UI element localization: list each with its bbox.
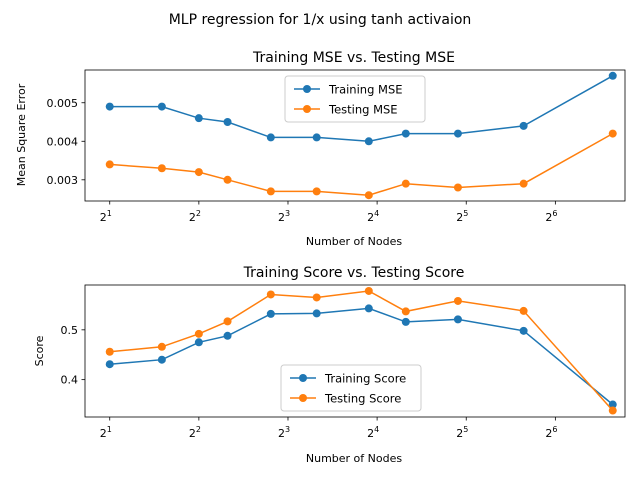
score-series-1-point bbox=[364, 286, 373, 295]
score-y-tick-label: 0.5 bbox=[61, 324, 79, 337]
mse-x-tick-label: 22 bbox=[189, 209, 201, 224]
mse-series-1-point bbox=[157, 164, 166, 173]
score-axes-frame bbox=[84, 284, 626, 418]
mse-legend: Training MSE Testing MSE bbox=[284, 75, 426, 123]
mse-series-0-point bbox=[453, 129, 462, 138]
mse-series-0-point bbox=[105, 102, 114, 111]
mse-series-0-point bbox=[194, 114, 203, 123]
mse-series-1-point bbox=[401, 179, 410, 188]
score-series-0-point bbox=[266, 309, 275, 318]
score-legend-box bbox=[280, 364, 422, 412]
score-series-0-point bbox=[312, 309, 321, 318]
mse-chart-ylabel: Mean Square Error bbox=[15, 83, 28, 186]
score-legend-marker bbox=[299, 394, 307, 402]
score-legend-label: Testing Score bbox=[324, 392, 401, 406]
mse-y-tick-label: 0.005 bbox=[47, 97, 79, 110]
score-series-0-point bbox=[453, 315, 462, 324]
score-series-0-point bbox=[105, 360, 114, 369]
score-series-1-point bbox=[519, 306, 528, 315]
score-series-1-point bbox=[223, 317, 232, 326]
mse-chart-xlabel: Number of Nodes bbox=[306, 235, 402, 248]
mse-y-tick-label: 0.004 bbox=[47, 135, 79, 148]
score-series-1-point bbox=[194, 329, 203, 338]
score-series-0-point bbox=[519, 326, 528, 335]
score-chart-ylabel: Score bbox=[33, 335, 46, 366]
mse-legend-marker bbox=[303, 85, 311, 93]
score-series-0-point bbox=[608, 400, 617, 409]
score-series-1-point bbox=[401, 307, 410, 316]
score-series-1-point bbox=[266, 290, 275, 299]
mse-x-tick-label: 25 bbox=[456, 209, 468, 224]
mse-legend-label: Training MSE bbox=[328, 83, 403, 97]
mse-series-0-point bbox=[312, 133, 321, 142]
mse-series-line-1 bbox=[109, 132, 614, 196]
mse-legend-label: Testing MSE bbox=[328, 103, 398, 117]
score-y-tick-label: 0.4 bbox=[61, 374, 79, 387]
mse-series-1-point bbox=[453, 183, 462, 192]
mse-legend-box bbox=[284, 75, 426, 123]
mse-series-1-point bbox=[312, 187, 321, 196]
mse-x-tick-label: 24 bbox=[367, 209, 379, 224]
score-series-0-point bbox=[401, 317, 410, 326]
mse-series-0-point bbox=[157, 102, 166, 111]
mse-legend-marker bbox=[303, 105, 311, 113]
score-chart: Training Score vs. Testing Score Number … bbox=[33, 265, 626, 465]
score-x-tick-label: 23 bbox=[278, 425, 290, 440]
score-x-tick-label: 24 bbox=[367, 425, 379, 440]
score-x-tick-label: 26 bbox=[545, 425, 557, 440]
mse-series-1-point bbox=[223, 175, 232, 184]
score-x-tick-label: 21 bbox=[100, 425, 112, 440]
score-series-0-point bbox=[223, 331, 232, 340]
mse-series-1-point bbox=[519, 179, 528, 188]
score-x-tick-label: 25 bbox=[456, 425, 468, 440]
figure-suptitle: MLP regression for 1/x using tanh activa… bbox=[169, 12, 472, 28]
score-legend: Training Score Testing Score bbox=[280, 364, 422, 412]
score-legend-marker bbox=[299, 374, 307, 382]
mse-series-0-point bbox=[223, 118, 232, 127]
score-series-1-point bbox=[157, 342, 166, 351]
mse-series-1-point bbox=[266, 187, 275, 196]
score-legend-label: Training Score bbox=[324, 372, 406, 386]
score-chart-xlabel: Number of Nodes bbox=[306, 452, 402, 465]
mse-series-1-point bbox=[194, 168, 203, 177]
score-series-1-point bbox=[608, 406, 617, 415]
mse-x-tick-label: 21 bbox=[100, 209, 112, 224]
mse-series-0-point bbox=[519, 121, 528, 130]
mse-series-0-point bbox=[608, 71, 617, 80]
score-x-tick-label: 22 bbox=[189, 425, 201, 440]
score-chart-title: Training Score vs. Testing Score bbox=[243, 265, 465, 281]
mse-x-tick-label: 23 bbox=[278, 209, 290, 224]
score-series-1-point bbox=[312, 293, 321, 302]
score-series-1-point bbox=[453, 296, 462, 305]
mse-series-0-point bbox=[364, 137, 373, 146]
mse-chart: Training MSE vs. Testing MSE Number of N… bbox=[15, 50, 626, 248]
mse-series-1-point bbox=[105, 160, 114, 169]
mse-series-0-point bbox=[266, 133, 275, 142]
mse-series-1-point bbox=[608, 129, 617, 138]
score-series-0-point bbox=[194, 338, 203, 347]
mse-y-tick-label: 0.003 bbox=[47, 174, 79, 187]
mse-series-0-point bbox=[401, 129, 410, 138]
score-series-0-point bbox=[157, 355, 166, 364]
score-series-0-point bbox=[364, 304, 373, 313]
score-series-1-point bbox=[105, 347, 114, 356]
mse-x-tick-label: 26 bbox=[545, 209, 557, 224]
mse-series-1-point bbox=[364, 191, 373, 200]
mse-axes-frame bbox=[84, 69, 626, 202]
mse-chart-title: Training MSE vs. Testing MSE bbox=[252, 50, 455, 66]
